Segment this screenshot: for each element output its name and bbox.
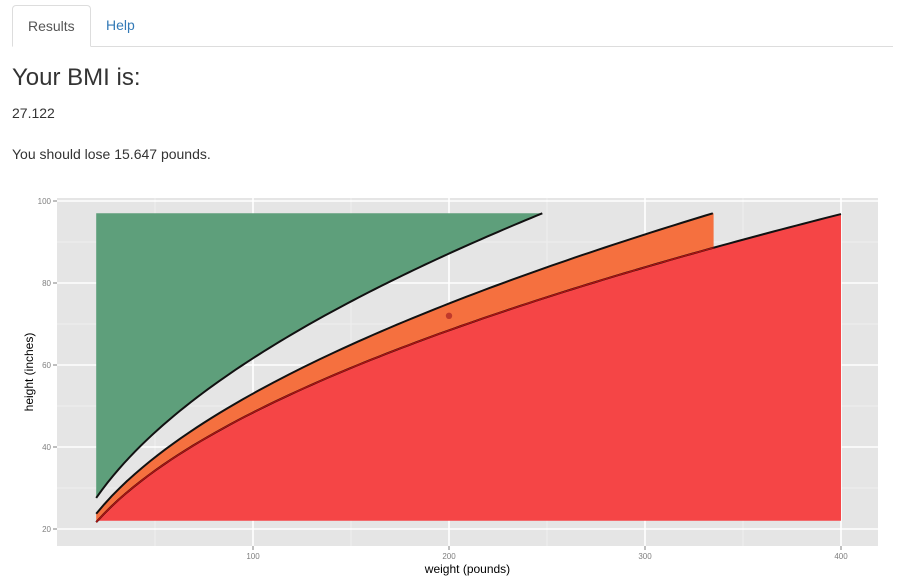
bmi-heading: Your BMI is: — [12, 64, 141, 91]
line-bmi-30-inner — [95, 247, 714, 523]
y-tick-label: 80 — [42, 279, 51, 288]
area-overweight — [96, 213, 714, 523]
bmi-value: 27.122 — [12, 105, 55, 121]
weight-advice: You should lose 15.647 pounds. — [12, 146, 211, 162]
bmi-chart: 100 200 300 400 20 40 60 80 100 weight (pounds) he… — [0, 188, 903, 580]
tab-bar: Results Help — [12, 5, 893, 47]
x-tick-label: 300 — [638, 552, 652, 561]
area-obese — [96, 214, 841, 523]
y-axis-title: height (inches) — [22, 333, 36, 412]
bmi-chart-svg: 100 200 300 400 20 40 60 80 100 weight (pounds) he… — [22, 197, 878, 576]
data-point-user — [445, 312, 453, 319]
x-tick-label: 400 — [834, 552, 848, 561]
line-bmi-18-5 — [95, 212, 543, 499]
y-tick-label: 60 — [42, 361, 51, 370]
line-bmi-25 — [95, 212, 714, 515]
area-healthy — [96, 213, 544, 498]
y-tick-label: 40 — [42, 443, 51, 452]
x-tick-label: 100 — [246, 552, 260, 561]
x-axis-title: weight (pounds) — [424, 562, 510, 576]
tab-help[interactable]: Help — [106, 17, 135, 33]
y-tick-label: 100 — [38, 197, 52, 206]
x-tick-label: 200 — [442, 552, 456, 561]
y-tick-label: 20 — [42, 525, 51, 534]
tab-results[interactable]: Results — [12, 5, 91, 47]
